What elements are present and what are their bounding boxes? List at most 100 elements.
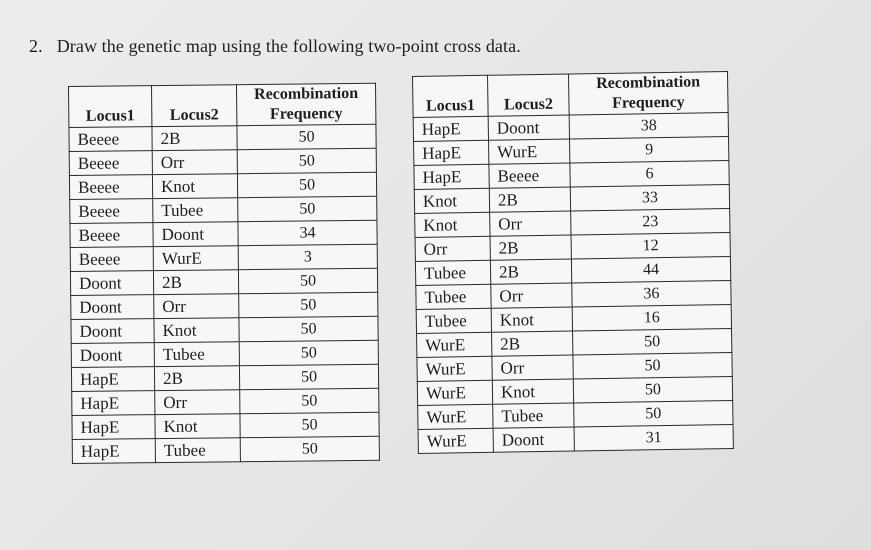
cell-locus2: 2B — [489, 187, 571, 213]
cell-locus1: HapE — [413, 140, 489, 166]
cell-frequency: 6 — [569, 160, 730, 188]
cell-locus1: Doont — [70, 294, 154, 320]
cell-locus2: Orr — [152, 149, 238, 175]
header-recombination-frequency: Recombination Frequency — [236, 83, 376, 126]
table-row: Beeee Tubee 50 — [69, 196, 377, 224]
cell-frequency: 12 — [571, 232, 731, 260]
cell-locus2: Knot — [152, 173, 238, 199]
cell-locus1: Orr — [415, 236, 491, 262]
cell-locus2: Tubee — [155, 437, 241, 463]
cell-frequency: 16 — [572, 304, 732, 332]
cell-locus1: Beeee — [69, 222, 154, 248]
table-row: Beeee Doont 34 — [69, 220, 378, 248]
cell-locus2: 2B — [153, 269, 239, 295]
cell-locus2: Doont — [493, 426, 575, 453]
cell-locus1: WurE — [417, 380, 493, 406]
cell-locus1: Beeee — [70, 246, 154, 272]
cell-frequency: 9 — [569, 136, 729, 164]
header-locus1: Locus1 — [412, 75, 489, 118]
cell-frequency: 50 — [236, 124, 377, 150]
cell-locus1: Beeee — [68, 126, 153, 152]
table-row: Beeee 2B 50 — [68, 124, 377, 152]
cell-frequency: 50 — [237, 196, 377, 222]
cell-locus2: WurE — [488, 139, 570, 165]
cell-locus1: WurE — [417, 404, 494, 430]
cell-frequency: 50 — [239, 364, 379, 390]
cell-locus1: WurE — [416, 332, 492, 358]
table-header-row: Locus1 Locus2 Recombination Frequency — [68, 83, 376, 128]
table-row: Beeee Orr 50 — [69, 148, 377, 176]
cell-locus2: Knot — [154, 413, 241, 439]
cell-locus1: Knot — [414, 188, 490, 214]
table-body: Beeee 2B 50 Beeee Orr 50 Beeee Knot 50 Beeee Tubee… — [68, 124, 380, 464]
table-row: Beeee WurE 3 — [70, 244, 378, 272]
cell-locus2: Orr — [153, 293, 239, 319]
cell-locus1: Tubee — [415, 284, 492, 310]
cell-locus1: WurE — [416, 356, 493, 382]
cell-frequency: 36 — [571, 280, 732, 308]
cell-locus1: Tubee — [415, 260, 491, 286]
table-row: HapE Orr 50 — [71, 388, 379, 416]
table-row: Beeee Knot 50 — [69, 172, 377, 200]
table-row: Doont 2B 50 — [70, 268, 378, 296]
cell-locus2: Tubee — [492, 403, 575, 429]
cell-locus2: 2B — [154, 365, 240, 391]
cell-frequency: 50 — [573, 400, 734, 427]
header-locus2: Locus2 — [151, 84, 237, 127]
cell-locus1: HapE — [71, 390, 155, 416]
cell-frequency: 23 — [570, 208, 730, 236]
table-row: Doont Tubee 50 — [71, 340, 379, 368]
cell-frequency: 50 — [238, 316, 379, 342]
table-body: HapE Doont 38 HapE WurE 9 HapE Beeee 6 Knot 2B 33 Kn… — [413, 112, 734, 454]
cell-locus1: HapE — [413, 116, 489, 142]
cell-locus2: Orr — [490, 283, 573, 309]
cell-locus2: Orr — [491, 355, 574, 381]
table-row: HapE Tubee 50 — [72, 436, 380, 464]
cell-frequency: 50 — [239, 412, 380, 438]
cell-frequency: 50 — [237, 148, 377, 174]
header-freq-line2: Frequency — [269, 105, 343, 123]
cell-locus1: Beeee — [69, 150, 153, 176]
cell-locus2: Orr — [154, 389, 240, 415]
cell-locus2: Tubee — [154, 341, 240, 367]
header-freq-line2: Frequency — [612, 93, 685, 112]
cell-locus2: WurE — [153, 245, 239, 271]
cell-locus2: Tubee — [152, 197, 238, 223]
header-freq-line1: Recombination — [254, 84, 359, 104]
cell-locus2: 2B — [491, 331, 573, 357]
cell-locus1: Doont — [70, 270, 154, 296]
cell-locus1: HapE — [72, 438, 156, 464]
cell-locus2: Knot — [491, 307, 573, 333]
cell-frequency: 50 — [572, 352, 733, 380]
table-header-row: Locus1 Locus2 Recombination Frequency — [412, 71, 729, 118]
cell-locus1: Doont — [70, 318, 155, 344]
cell-frequency: 44 — [571, 256, 731, 284]
two-point-cross-table-left: Locus1 Locus2 Recombination Frequency Be… — [68, 82, 380, 464]
header-locus1: Locus1 — [68, 85, 152, 128]
cell-locus2: 2B — [151, 125, 238, 151]
header-recombination-frequency: Recombination Frequency — [568, 71, 729, 116]
cell-locus1: Beeee — [69, 174, 153, 200]
cell-locus1: HapE — [71, 366, 155, 392]
cell-frequency: 31 — [574, 424, 734, 451]
header-freq-line1: Recombination — [596, 73, 701, 93]
cell-frequency: 50 — [237, 172, 377, 198]
table-row: Doont Orr 50 — [70, 292, 378, 320]
cell-frequency: 50 — [572, 328, 732, 356]
cell-frequency: 50 — [238, 268, 378, 294]
cell-frequency: 50 — [239, 340, 379, 366]
cell-locus1: Beeee — [69, 198, 153, 224]
cell-locus2: Doont — [488, 115, 570, 141]
cell-frequency: 50 — [238, 292, 378, 318]
cell-frequency: 38 — [569, 112, 729, 140]
cell-locus2: 2B — [490, 235, 572, 261]
cell-frequency: 50 — [573, 376, 733, 404]
cell-frequency: 50 — [239, 388, 379, 414]
cell-locus1: Doont — [71, 342, 155, 368]
cell-locus2: Orr — [489, 211, 572, 237]
cell-locus2: Doont — [152, 221, 239, 247]
cell-locus1: Tubee — [416, 308, 492, 334]
cell-frequency: 34 — [237, 220, 378, 246]
cell-locus2: Knot — [492, 379, 574, 405]
cell-frequency: 50 — [240, 436, 380, 462]
